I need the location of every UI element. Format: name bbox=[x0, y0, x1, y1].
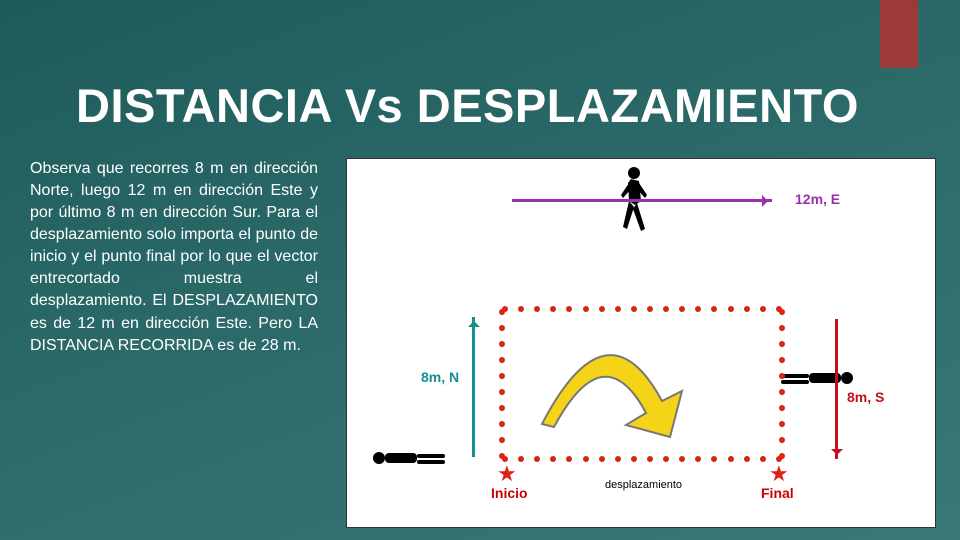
final-label: Final bbox=[761, 485, 794, 501]
south-label: 8m, S bbox=[847, 389, 884, 405]
east-arrow bbox=[512, 199, 772, 202]
start-star-icon: ★ bbox=[497, 463, 519, 485]
body-paragraph: Observa que recorres 8 m en dirección No… bbox=[30, 158, 318, 357]
person-walking-icon bbox=[617, 165, 649, 243]
diagram-frame: 8m, N 12m, E 8m, S ★ ★ Inicio Final desp… bbox=[346, 158, 936, 528]
north-arrow bbox=[472, 317, 475, 457]
east-label: 12m, E bbox=[795, 191, 840, 207]
inicio-label: Inicio bbox=[491, 485, 528, 501]
north-label: 8m, N bbox=[421, 369, 459, 385]
desplazamiento-label: desplazamiento bbox=[605, 479, 682, 491]
page-title: DISTANCIA Vs DESPLAZAMIENTO bbox=[76, 78, 859, 133]
south-arrow bbox=[835, 319, 838, 459]
displacement-arrow bbox=[522, 329, 692, 439]
end-star-icon: ★ bbox=[769, 463, 791, 485]
diagram: 8m, N 12m, E 8m, S ★ ★ Inicio Final desp… bbox=[347, 159, 935, 527]
person-start-icon bbox=[371, 447, 449, 469]
person-end-icon bbox=[777, 367, 855, 389]
accent-tab bbox=[880, 0, 918, 68]
